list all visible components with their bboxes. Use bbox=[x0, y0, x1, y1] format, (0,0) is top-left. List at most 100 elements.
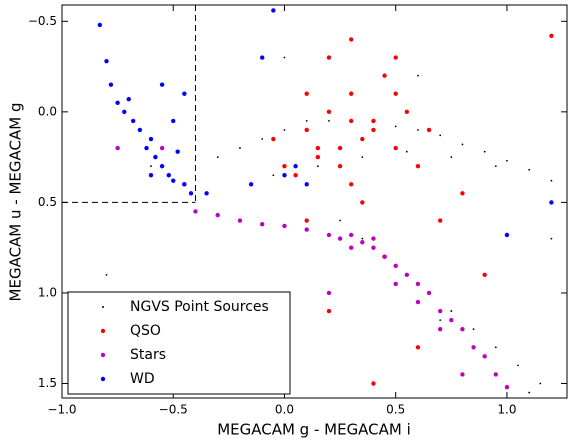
point bbox=[282, 173, 287, 178]
point bbox=[405, 150, 408, 153]
point bbox=[393, 263, 398, 268]
legend-marker bbox=[100, 328, 106, 334]
point bbox=[159, 163, 165, 169]
point bbox=[437, 326, 443, 332]
y-tick-label: 1.0 bbox=[38, 285, 57, 299]
point bbox=[349, 232, 354, 238]
point bbox=[326, 290, 332, 296]
point bbox=[216, 156, 219, 159]
point bbox=[549, 200, 554, 205]
plot-area bbox=[97, 8, 554, 394]
x-tick-label: 1.0 bbox=[497, 403, 516, 417]
legend-box bbox=[67, 291, 291, 395]
point bbox=[130, 118, 136, 124]
x-tick-label: −1.0 bbox=[47, 403, 76, 417]
point bbox=[293, 173, 298, 178]
point bbox=[360, 200, 365, 205]
point bbox=[337, 145, 343, 151]
point bbox=[393, 145, 398, 151]
point bbox=[108, 82, 114, 87]
point bbox=[439, 134, 442, 137]
point bbox=[349, 37, 354, 42]
point bbox=[188, 191, 194, 196]
point bbox=[461, 143, 464, 146]
point bbox=[404, 109, 410, 115]
point bbox=[349, 245, 354, 250]
point bbox=[166, 173, 171, 178]
point bbox=[193, 209, 198, 214]
point bbox=[171, 118, 176, 124]
point bbox=[115, 100, 120, 105]
point bbox=[144, 145, 149, 151]
point bbox=[304, 182, 309, 187]
point bbox=[415, 345, 421, 350]
point bbox=[104, 58, 109, 64]
legend-marker bbox=[102, 306, 104, 308]
legend-marker bbox=[100, 352, 106, 358]
point bbox=[549, 33, 554, 38]
point bbox=[148, 173, 154, 178]
point bbox=[304, 218, 309, 223]
y-tick-label: 0.5 bbox=[38, 195, 57, 209]
point bbox=[360, 240, 365, 245]
point bbox=[550, 179, 553, 182]
point bbox=[272, 174, 275, 177]
point bbox=[237, 218, 243, 223]
point bbox=[337, 236, 343, 241]
point bbox=[494, 165, 497, 168]
point bbox=[437, 308, 443, 314]
legend-label: WD bbox=[130, 371, 155, 387]
point bbox=[316, 165, 319, 168]
legend-label: QSO bbox=[130, 323, 161, 339]
point bbox=[271, 136, 276, 142]
point bbox=[97, 22, 103, 28]
point bbox=[528, 168, 531, 171]
point bbox=[528, 391, 531, 394]
point bbox=[304, 91, 309, 96]
point bbox=[283, 129, 286, 131]
legend-marker bbox=[100, 376, 106, 382]
point bbox=[349, 182, 354, 187]
x-tick-label: 0.5 bbox=[386, 403, 405, 417]
point bbox=[482, 272, 487, 278]
point bbox=[204, 191, 209, 196]
point bbox=[517, 364, 519, 367]
point bbox=[349, 91, 354, 96]
point bbox=[426, 290, 432, 296]
point bbox=[482, 354, 487, 359]
point bbox=[450, 310, 453, 312]
point bbox=[153, 154, 158, 160]
point bbox=[339, 219, 341, 222]
y-tick-label: 0.0 bbox=[38, 104, 57, 118]
point bbox=[326, 308, 332, 314]
point bbox=[404, 272, 410, 278]
point bbox=[326, 55, 332, 60]
point bbox=[137, 127, 143, 133]
point bbox=[239, 147, 241, 149]
point bbox=[394, 125, 397, 128]
point bbox=[393, 281, 398, 287]
point bbox=[105, 273, 108, 276]
point bbox=[282, 223, 287, 229]
point bbox=[550, 237, 553, 240]
point bbox=[539, 382, 542, 385]
point bbox=[393, 91, 398, 96]
point bbox=[361, 237, 364, 240]
point bbox=[506, 159, 508, 162]
point bbox=[360, 136, 365, 142]
point bbox=[426, 127, 432, 133]
point bbox=[159, 82, 165, 87]
point bbox=[122, 109, 127, 115]
point bbox=[315, 145, 321, 151]
point bbox=[304, 127, 309, 133]
point bbox=[504, 232, 510, 238]
point bbox=[415, 281, 421, 287]
point bbox=[328, 120, 330, 122]
point bbox=[415, 163, 421, 169]
point bbox=[371, 236, 376, 241]
point bbox=[293, 163, 298, 169]
point bbox=[382, 254, 387, 259]
point bbox=[159, 145, 165, 151]
point bbox=[260, 55, 265, 60]
